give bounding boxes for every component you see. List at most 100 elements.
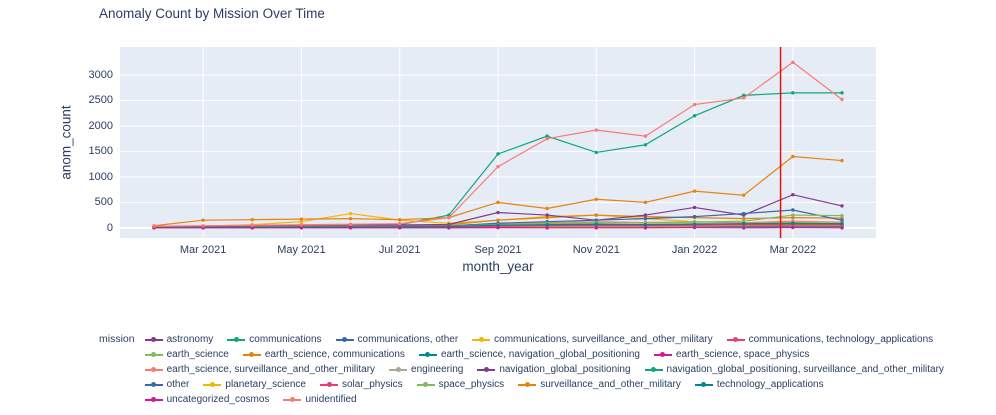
series-marker-earth-science-communications[interactable]: [545, 215, 549, 220]
legend-item-earth-science-surveillance-and-other-military[interactable]: earth_science, surveillance_and_other_mi…: [144, 362, 375, 377]
legend-item-other[interactable]: other: [144, 377, 189, 392]
series-marker-surveillance-and-other-military[interactable]: [692, 189, 697, 193]
plot-canvas[interactable]: [120, 47, 876, 238]
series-marker-space-physics[interactable]: [742, 219, 746, 223]
series-marker-uncategorized-cosmos[interactable]: [791, 225, 795, 230]
series-marker-navigation-global-positioning[interactable]: [791, 193, 795, 197]
series-marker-navigation-global-positioning[interactable]: [643, 213, 648, 217]
series-marker-unidentified[interactable]: [742, 96, 746, 100]
series-marker-technology-applications[interactable]: [496, 223, 500, 227]
series-marker-uncategorized-cosmos[interactable]: [299, 226, 304, 230]
series-marker-navigation-global-positioning[interactable]: [496, 210, 500, 215]
series-marker-communications[interactable]: [791, 91, 795, 95]
series-marker-uncategorized-cosmos[interactable]: [496, 225, 500, 230]
series-marker-communications-surveillance-and-other-military[interactable]: [299, 220, 304, 224]
series-marker-communications[interactable]: [545, 134, 549, 138]
series-marker-earth-science-communications[interactable]: [496, 218, 500, 222]
series-marker-surveillance-and-other-military[interactable]: [250, 217, 254, 222]
series-marker-technology-applications[interactable]: [545, 223, 549, 227]
series-marker-earth-science-communications[interactable]: [594, 213, 598, 217]
legend-item-uncategorized-cosmos[interactable]: uncategorized_cosmos: [144, 392, 269, 407]
legend-item-technology-applications[interactable]: technology_applications: [694, 377, 824, 392]
series-marker-uncategorized-cosmos[interactable]: [545, 226, 549, 230]
plot-area[interactable]: [120, 47, 876, 238]
series-marker-uncategorized-cosmos[interactable]: [250, 226, 254, 230]
series-marker-other[interactable]: [643, 216, 648, 221]
legend-item-communications-other[interactable]: communications, other: [335, 332, 458, 347]
series-marker-earth-science-communications[interactable]: [791, 215, 795, 220]
series-marker-surveillance-and-other-military[interactable]: [299, 217, 304, 221]
series-marker-surveillance-and-other-military[interactable]: [201, 218, 205, 222]
series-marker-unidentified[interactable]: [152, 224, 156, 228]
series-marker-navigation-global-positioning[interactable]: [840, 204, 844, 208]
series-marker-technology-applications[interactable]: [742, 222, 746, 226]
series-marker-other[interactable]: [840, 218, 844, 222]
legend-item-earth-science-communications[interactable]: earth_science, communications: [242, 347, 405, 362]
series-marker-communications[interactable]: [496, 152, 500, 156]
series-marker-surveillance-and-other-military[interactable]: [348, 216, 353, 221]
series-marker-communications[interactable]: [692, 114, 697, 118]
legend-item-communications[interactable]: communications: [227, 332, 322, 347]
legend-item-navigation-global-positioning-surveillance-and-other-military[interactable]: navigation_global_positioning, surveilla…: [644, 362, 944, 377]
series-marker-surveillance-and-other-military[interactable]: [594, 197, 598, 201]
legend-item-earth-science-navigation-global-positioning[interactable]: earth_science, navigation_global_positio…: [418, 347, 640, 362]
series-marker-unidentified[interactable]: [348, 222, 353, 226]
legend-item-communications-technology-applications[interactable]: communications, technology_applications: [726, 332, 933, 347]
series-marker-other[interactable]: [742, 211, 746, 216]
series-marker-uncategorized-cosmos[interactable]: [594, 226, 598, 230]
legend-item-unidentified[interactable]: unidentified: [283, 392, 357, 407]
series-marker-unidentified[interactable]: [643, 134, 648, 138]
series-marker-unidentified[interactable]: [496, 164, 500, 169]
series-marker-surveillance-and-other-military[interactable]: [643, 200, 648, 205]
series-marker-technology-applications[interactable]: [840, 222, 844, 226]
legend-item-solar-physics[interactable]: solar_physics: [320, 377, 403, 392]
series-marker-surveillance-and-other-military[interactable]: [791, 154, 795, 159]
series-marker-unidentified[interactable]: [545, 136, 549, 141]
series-marker-technology-applications[interactable]: [692, 222, 697, 226]
series-marker-communications[interactable]: [594, 150, 598, 155]
series-marker-communications[interactable]: [840, 91, 844, 95]
series-marker-earth-science-communications[interactable]: [742, 216, 746, 221]
series-marker-unidentified[interactable]: [791, 60, 795, 64]
series-marker-unidentified[interactable]: [840, 97, 844, 102]
series-marker-unidentified[interactable]: [398, 222, 402, 226]
series-marker-space-physics[interactable]: [791, 213, 795, 217]
series-marker-unidentified[interactable]: [692, 102, 697, 107]
series-marker-other[interactable]: [791, 208, 795, 212]
series-marker-other[interactable]: [594, 218, 598, 222]
series-marker-surveillance-and-other-military[interactable]: [398, 217, 402, 222]
legend-item-earth-science-space-physics[interactable]: earth_science, space_physics: [653, 347, 809, 362]
series-marker-uncategorized-cosmos[interactable]: [742, 226, 746, 230]
series-marker-navigation-global-positioning[interactable]: [692, 205, 697, 210]
series-marker-technology-applications[interactable]: [594, 222, 598, 226]
legend-item-planetary-science[interactable]: planetary_science: [203, 377, 306, 392]
legend-item-communications-surveillance-and-other-military[interactable]: communications, surveillance_and_other_m…: [472, 332, 713, 347]
series-marker-uncategorized-cosmos[interactable]: [840, 226, 844, 230]
series-marker-uncategorized-cosmos[interactable]: [348, 226, 353, 230]
legend-item-surveillance-and-other-military[interactable]: surveillance_and_other_military: [518, 377, 681, 392]
series-marker-surveillance-and-other-military[interactable]: [496, 200, 500, 205]
series-marker-uncategorized-cosmos[interactable]: [447, 226, 451, 230]
series-marker-technology-applications[interactable]: [791, 221, 795, 225]
legend-item-navigation-global-positioning[interactable]: navigation_global_positioning: [477, 362, 631, 377]
series-marker-surveillance-and-other-military[interactable]: [742, 193, 746, 197]
series-marker-unidentified[interactable]: [201, 224, 205, 228]
legend-item-space-physics[interactable]: space_physics: [416, 377, 504, 392]
series-marker-uncategorized-cosmos[interactable]: [398, 226, 402, 230]
series-marker-unidentified[interactable]: [299, 223, 304, 227]
series-marker-surveillance-and-other-military[interactable]: [545, 206, 549, 211]
series-marker-other[interactable]: [692, 214, 697, 219]
series-marker-space-physics[interactable]: [840, 213, 844, 218]
legend-item-engineering[interactable]: engineering: [389, 362, 463, 377]
series-marker-surveillance-and-other-military[interactable]: [840, 158, 844, 163]
series-marker-communications[interactable]: [643, 143, 648, 147]
series-marker-navigation-global-positioning[interactable]: [545, 213, 549, 217]
series-marker-unidentified[interactable]: [447, 215, 451, 220]
series-marker-unidentified[interactable]: [250, 223, 254, 227]
series-marker-technology-applications[interactable]: [643, 222, 648, 227]
legend-item-earth-science[interactable]: earth_science: [144, 347, 229, 362]
series-marker-uncategorized-cosmos[interactable]: [643, 226, 648, 230]
legend-item-astronomy[interactable]: astronomy: [144, 332, 213, 347]
series-marker-uncategorized-cosmos[interactable]: [692, 225, 697, 230]
series-marker-communications-surveillance-and-other-military[interactable]: [348, 211, 353, 216]
